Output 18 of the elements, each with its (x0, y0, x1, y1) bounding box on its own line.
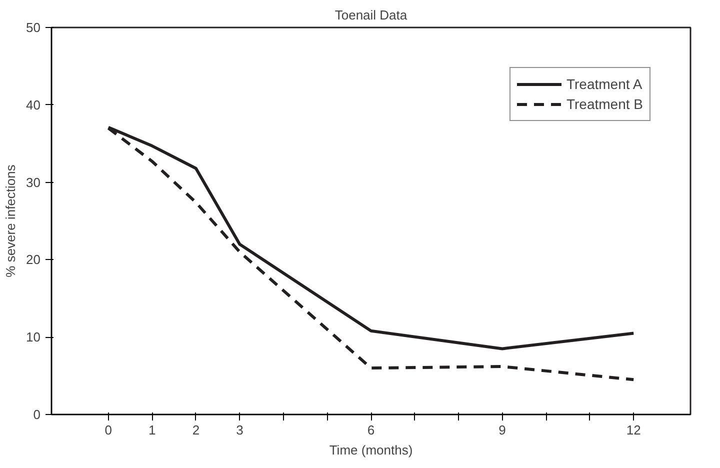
y-axis-title: % severe infections (3, 164, 18, 278)
x-tick-label: 0 (104, 422, 112, 438)
chart-title: Toenail Data (334, 8, 408, 22)
y-tick-label: 10 (26, 330, 41, 345)
x-tick-label: 1 (148, 422, 156, 438)
x-axis-title: Time (months) (329, 442, 413, 458)
legend-label: Treatment B (566, 96, 643, 112)
y-tick-label: 50 (26, 20, 41, 35)
legend-label: Treatment A (566, 76, 642, 92)
y-tick-label: 30 (26, 174, 41, 190)
x-tick-label: 3 (236, 422, 244, 438)
x-tick-label: 12 (626, 422, 641, 438)
x-tick-label: 6 (367, 422, 375, 438)
x-tick-label: 9 (498, 422, 506, 438)
y-tick-label: 40 (26, 97, 41, 112)
x-tick-label: 2 (192, 422, 200, 438)
y-tick-label: 20 (26, 252, 41, 268)
y-tick-label: 0 (33, 407, 41, 422)
